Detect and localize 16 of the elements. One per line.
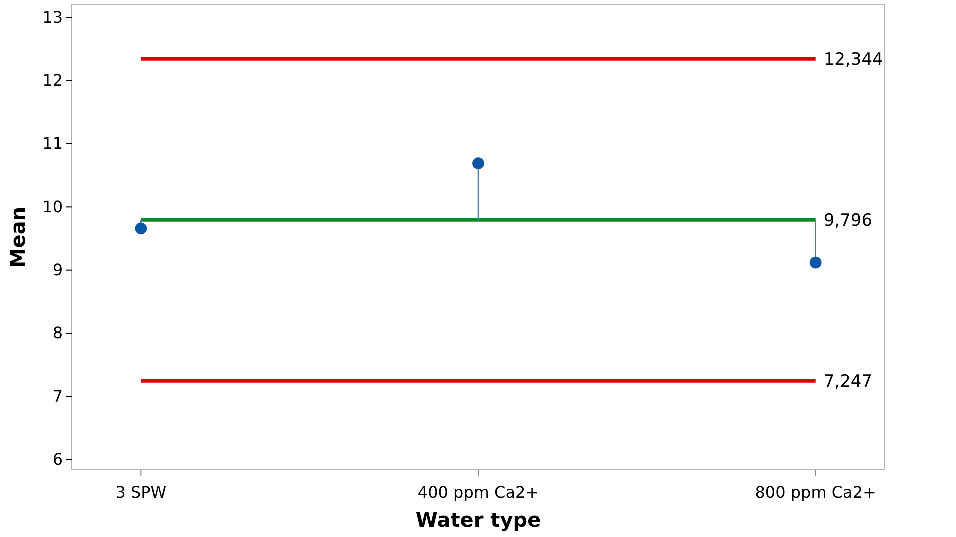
y-tick-label: 12 — [42, 70, 63, 90]
y-tick-label: 7 — [52, 386, 63, 406]
ref-line-label: 7,247 — [824, 372, 873, 392]
y-tick-label: 8 — [52, 324, 63, 343]
y-tick-label: 10 — [42, 197, 63, 216]
y-tick-label: 6 — [52, 450, 63, 470]
y-tick-label: 13 — [42, 8, 63, 27]
ref-line-label: 9,796 — [824, 211, 873, 232]
x-tick-label: 400 ppm Ca2+ — [418, 483, 540, 502]
y-tick-label: 11 — [42, 134, 63, 154]
y-axis-title: Mean — [6, 206, 30, 268]
x-axis-title: Water type — [416, 508, 542, 532]
y-tick-label: 9 — [52, 260, 63, 280]
x-tick-label: 3 SPW — [116, 483, 167, 502]
ref-line-label: 12,344 — [824, 50, 884, 70]
x-tick-label: 800 ppm Ca2+ — [755, 483, 876, 502]
